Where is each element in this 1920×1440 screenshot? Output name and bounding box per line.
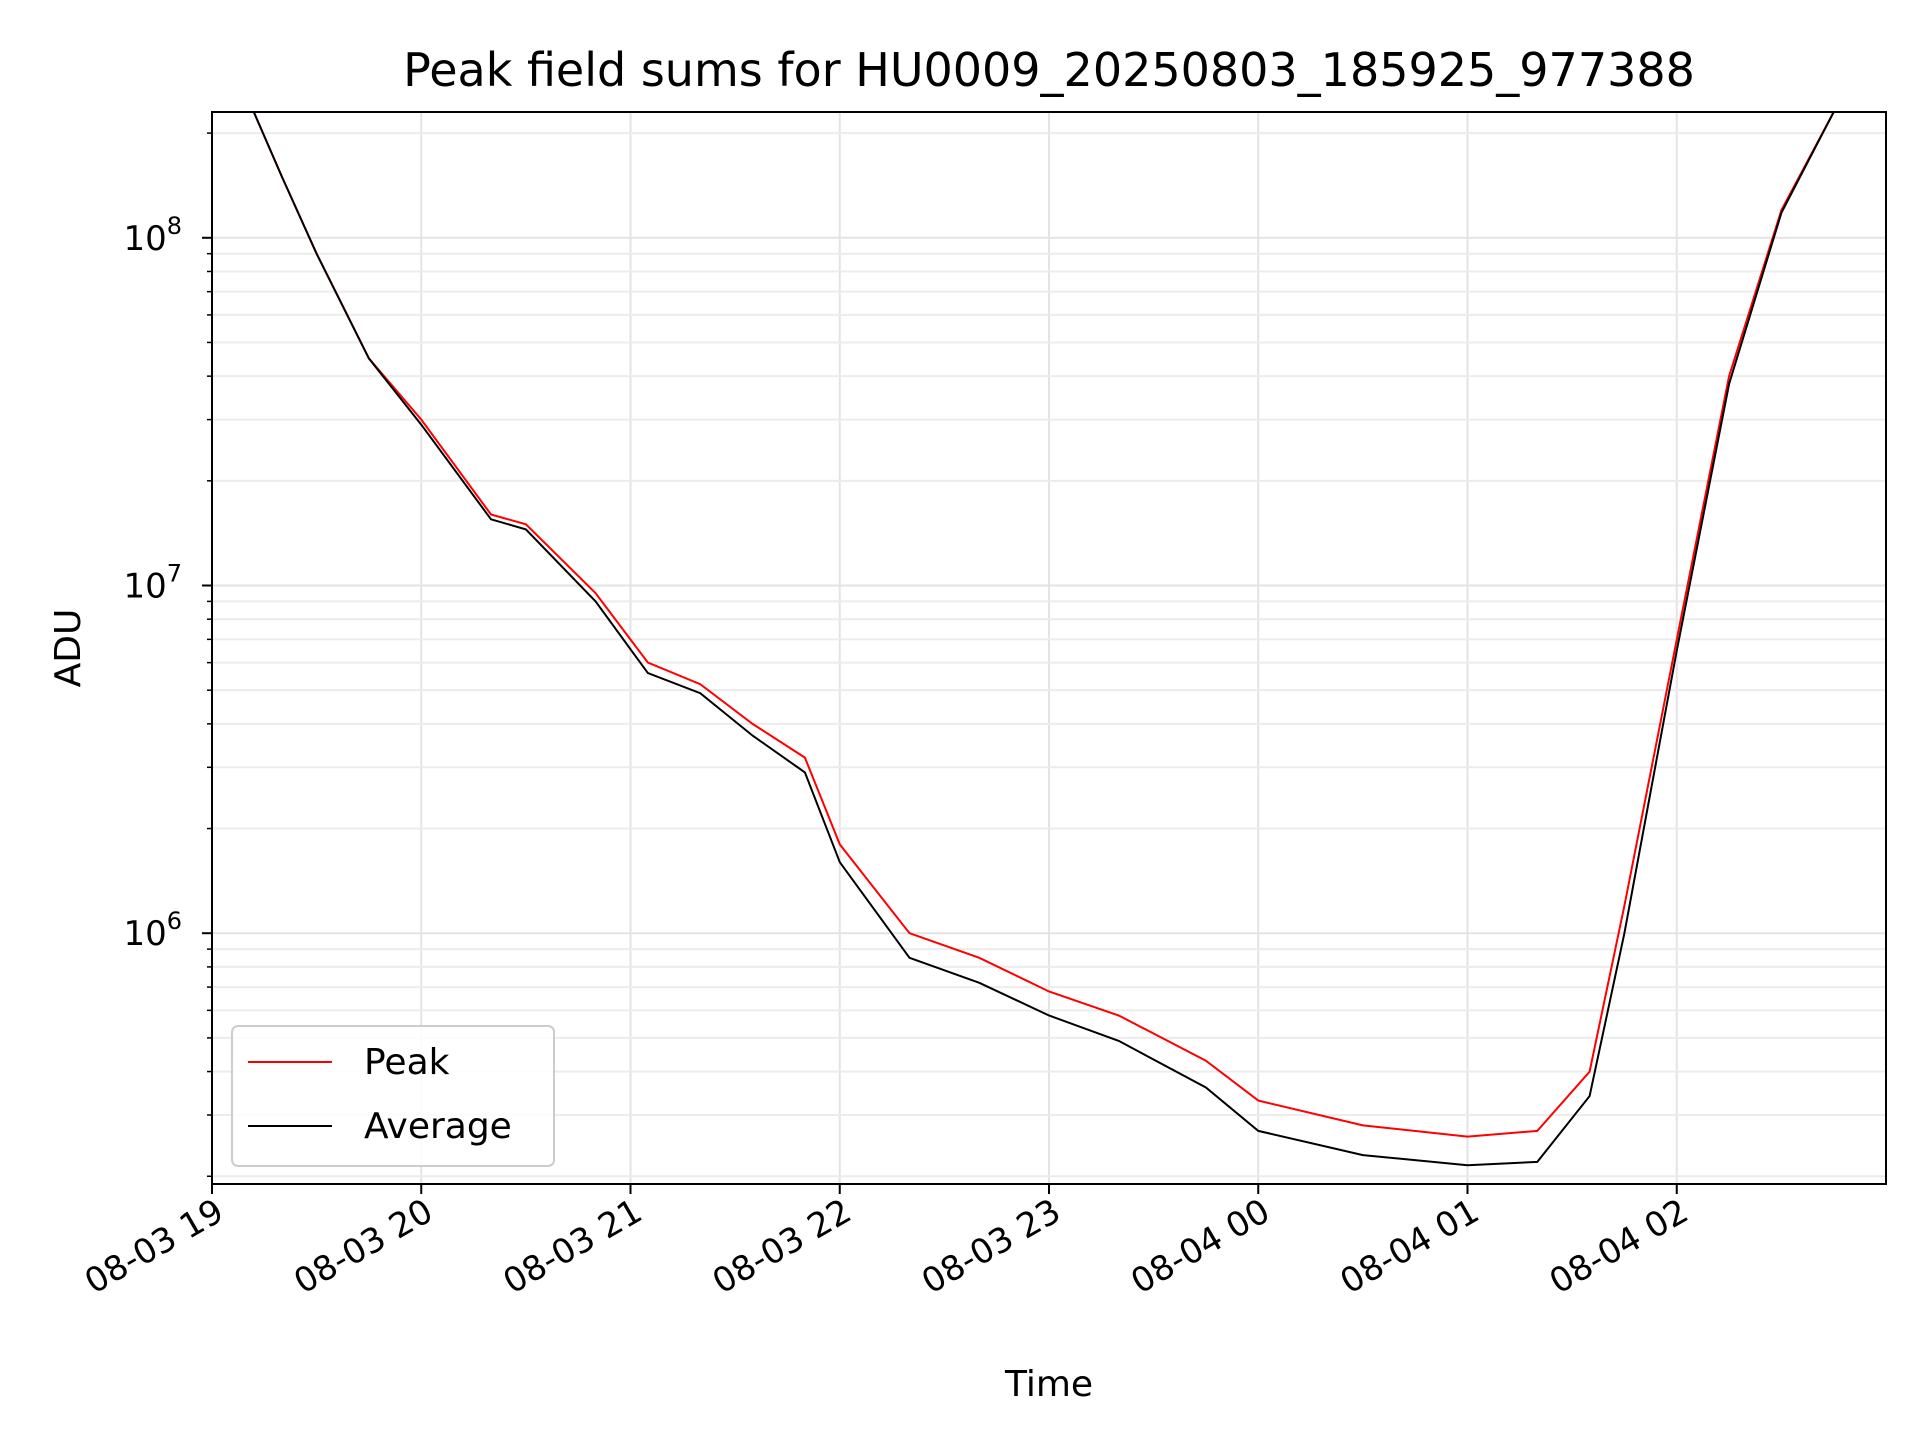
legend-label: Average [364, 1106, 512, 1147]
x-axis-label: Time [1004, 1364, 1093, 1405]
y-tick-base: 10 [123, 219, 166, 259]
series-lines [252, 112, 1835, 1167]
x-tick-label: 08-04 00 [1124, 1191, 1276, 1302]
x-tick-label: 08-04 01 [1334, 1191, 1486, 1302]
x-tick-label: 08-03 20 [287, 1191, 439, 1302]
y-axis-label: ADU [48, 609, 89, 688]
x-tick-label: 08-03 23 [915, 1191, 1067, 1302]
legend: Peak Average [231, 1025, 555, 1167]
y-tick-exponent: 8 [167, 212, 182, 240]
y-tick-label: 107 [123, 559, 182, 606]
y-tick-label: 108 [123, 212, 182, 259]
y-tick-base: 10 [123, 914, 166, 954]
x-tick-label: 08-03 19 [78, 1191, 230, 1302]
x-axis-ticks: 08-03 19 08-03 20 08-03 21 08-03 22 08-03 23… [78, 1184, 1695, 1302]
grid-lines [211, 112, 1886, 1184]
y-tick-label: 106 [123, 907, 182, 954]
series-line-average [252, 112, 1835, 1167]
x-tick-label: 08-03 22 [706, 1191, 858, 1302]
x-tick-label: 08-03 21 [497, 1191, 649, 1302]
y-tick-base: 10 [123, 566, 166, 606]
y-tick-exponent: 6 [167, 907, 182, 935]
x-tick-label: 08-04 02 [1543, 1191, 1695, 1302]
y-tick-exponent: 7 [167, 559, 182, 587]
series-line-peak [252, 112, 1835, 1138]
legend-label: Peak [364, 1042, 450, 1083]
chart-title: Peak field sums for HU0009_20250803_1859… [403, 43, 1695, 97]
